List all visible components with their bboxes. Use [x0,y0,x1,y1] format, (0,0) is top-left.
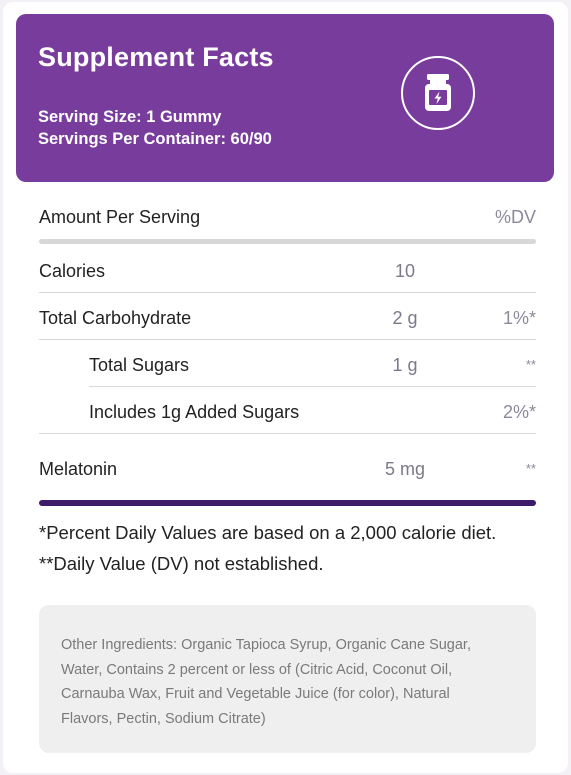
nutrient-label: Total Carbohydrate [39,308,192,328]
table-bottom-divider [39,500,536,506]
dv-not-established-footnote: **Daily Value (DV) not established. [39,553,324,574]
supplement-facts-header: Supplement Facts Serving Size: 1 Gummy S… [16,14,554,182]
nutrient-amount: 2 g [392,308,418,328]
nutrient-dv: ** [525,461,536,476]
row-divider [39,292,536,293]
nutrient-dv: 2%* [502,402,536,422]
servings-per-container: Servings Per Container: 60/90 [38,130,272,148]
other-ingredients-box: Other Ingredients: Organic Tapioca Syrup… [39,605,536,753]
percent-dv-footnote: *Percent Daily Values are based on a 2,0… [39,522,497,543]
row-divider [89,386,536,387]
supplement-bottle-icon [401,56,475,130]
nutrient-label: Includes 1g Added Sugars [89,402,300,422]
other-ingredients-text: Other Ingredients: Organic Tapioca Syrup… [61,637,471,727]
nutrient-dv: 1%* [502,308,536,328]
row-divider [39,339,536,340]
nutrient-label: Melatonin [39,459,118,479]
header-divider [39,239,536,244]
nutrient-amount: 5 mg [384,459,426,479]
serving-size: Serving Size: 1 Gummy [38,108,222,126]
row-divider [39,433,536,434]
amount-per-serving-label: Amount Per Serving [39,207,201,227]
nutrient-amount: 10 [394,261,416,281]
nutrient-label: Calories [39,261,106,281]
nutrient-amount: 1 g [392,355,418,375]
nutrient-label: Total Sugars [89,355,190,375]
dv-column-label: %DV [494,207,536,227]
page-title: Supplement Facts [38,42,274,72]
nutrient-dv: ** [525,357,536,372]
